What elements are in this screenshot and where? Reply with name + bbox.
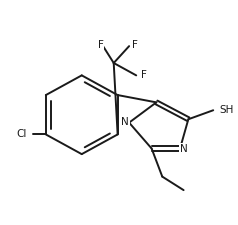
Text: F: F bbox=[141, 70, 147, 80]
Text: N: N bbox=[180, 144, 188, 154]
Text: F: F bbox=[98, 40, 104, 50]
Text: N: N bbox=[121, 117, 129, 127]
Text: SH: SH bbox=[220, 105, 234, 115]
Text: F: F bbox=[132, 40, 138, 50]
Text: Cl: Cl bbox=[16, 129, 27, 140]
